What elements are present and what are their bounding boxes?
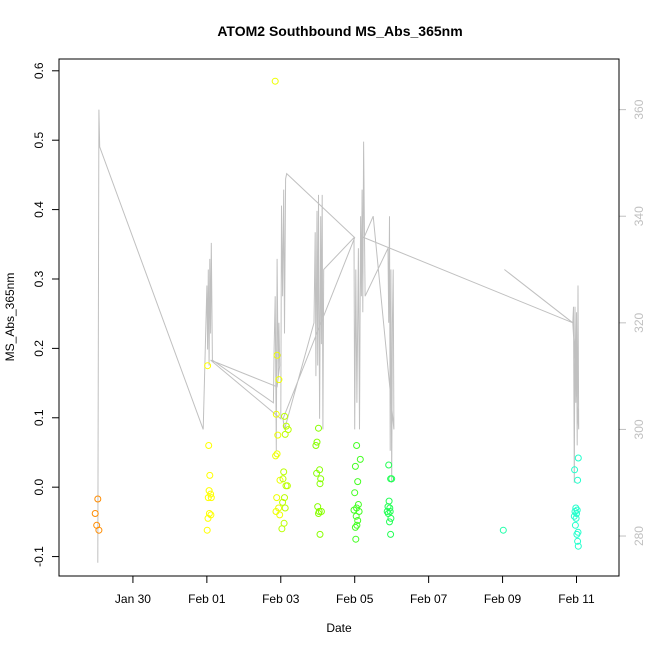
data-point <box>573 530 581 538</box>
y2-tick-label: 360 <box>632 99 646 119</box>
data-point <box>315 510 322 517</box>
data-point <box>316 530 324 538</box>
y-tick-label: 0.5 <box>32 132 46 149</box>
data-point <box>387 530 395 538</box>
line-layer <box>97 109 580 563</box>
data-point <box>273 450 281 458</box>
data-point <box>387 514 395 522</box>
data-point <box>386 508 394 515</box>
data-point <box>91 510 99 517</box>
y-tick-label: 0.6 <box>32 62 46 79</box>
x-tick-label: Feb 05 <box>336 592 374 606</box>
data-point <box>204 362 212 370</box>
data-point <box>312 442 320 449</box>
data-point <box>499 526 507 534</box>
data-point <box>281 494 288 502</box>
data-point <box>280 468 288 476</box>
plot-frame <box>58 58 620 577</box>
data-point <box>356 455 364 463</box>
data-point <box>275 376 283 384</box>
data-point <box>282 422 290 430</box>
y2-tick-label: 320 <box>632 312 646 332</box>
point-layer <box>91 77 582 550</box>
data-point <box>313 469 321 477</box>
data-point <box>574 454 582 462</box>
data-point <box>386 518 393 526</box>
data-point <box>272 452 280 460</box>
data-point <box>95 526 103 534</box>
data-point <box>571 466 579 474</box>
x-tick-label: Feb 03 <box>262 592 300 606</box>
data-point <box>315 424 322 432</box>
data-point <box>279 475 287 483</box>
data-point <box>354 517 362 524</box>
data-point <box>272 410 280 418</box>
data-point <box>352 512 360 520</box>
y-tick-label: -0.1 <box>32 546 46 567</box>
data-point <box>354 478 362 486</box>
data-point <box>387 475 395 483</box>
x-axis-title: Date <box>326 621 352 635</box>
data-point <box>205 442 213 449</box>
x-tick-label: Feb 11 <box>558 592 595 606</box>
data-point <box>351 462 359 470</box>
data-point <box>572 514 580 522</box>
y-tick-label: 0.4 <box>32 201 46 218</box>
x-tick-label: Jan 30 <box>115 592 151 606</box>
data-point <box>313 438 321 446</box>
x-tick-label: Feb 07 <box>410 592 448 606</box>
y2-tick-label: 300 <box>632 419 646 439</box>
data-point <box>281 412 288 420</box>
data-point <box>316 480 324 488</box>
data-point <box>204 494 212 502</box>
data-point <box>574 542 582 550</box>
y-tick-label: 0.3 <box>32 270 46 287</box>
x-tick-label: Feb 09 <box>484 592 522 606</box>
data-point <box>351 523 359 531</box>
data-point <box>353 442 361 449</box>
data-point <box>279 498 287 506</box>
y-tick-label: 0.1 <box>32 409 46 426</box>
data-point <box>317 475 325 483</box>
data-point <box>273 494 281 502</box>
data-point <box>570 512 578 520</box>
data-point <box>205 487 213 495</box>
chart-title: ATOM2 Southbound MS_Abs_365nm <box>217 23 462 39</box>
data-point <box>574 476 582 484</box>
data-point <box>350 506 358 514</box>
data-point <box>281 430 289 438</box>
data-point <box>203 526 211 534</box>
data-point <box>207 494 215 502</box>
y-tick-label: 0.0 <box>32 479 46 496</box>
data-point <box>94 495 102 503</box>
data-point <box>206 471 214 479</box>
data-point <box>314 503 322 511</box>
data-point <box>353 521 361 529</box>
data-point <box>352 535 360 543</box>
data-point <box>276 511 284 519</box>
data-point <box>274 431 282 439</box>
data-point <box>354 501 362 508</box>
data-point <box>278 525 286 533</box>
data-point <box>351 489 359 497</box>
data-point <box>385 461 393 469</box>
data-point <box>571 508 579 515</box>
data-point <box>574 537 582 545</box>
data-point <box>281 504 289 512</box>
data-point <box>271 77 279 85</box>
data-point <box>205 510 213 517</box>
data-point <box>283 482 291 490</box>
secondary-line-series <box>97 109 580 563</box>
data-point <box>571 521 579 529</box>
y2-tick-label: 340 <box>632 206 646 226</box>
data-point <box>207 490 215 498</box>
y2-tick-label: 280 <box>632 526 646 546</box>
y-axis-title: MS_Abs_365nm <box>3 273 17 362</box>
y-tick-label: 0.2 <box>32 340 46 357</box>
data-point <box>204 514 212 522</box>
data-point <box>273 351 281 359</box>
x-tick-label: Feb 01 <box>188 592 226 606</box>
